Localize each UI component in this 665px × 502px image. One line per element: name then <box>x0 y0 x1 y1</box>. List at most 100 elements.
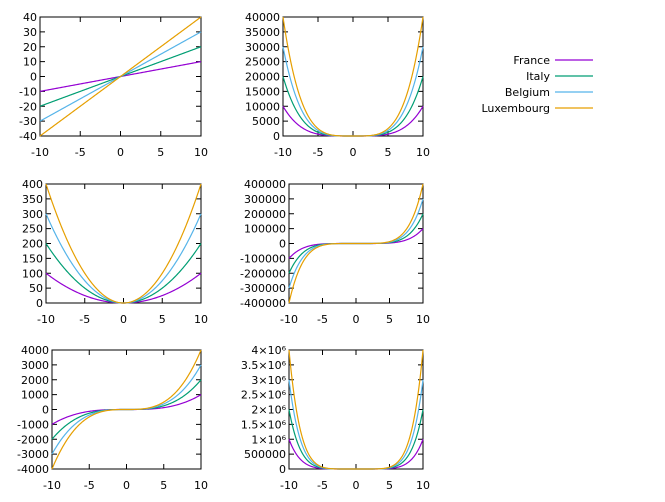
y-tick-label: 30 <box>23 26 37 39</box>
x-tick-label: -10 <box>280 479 298 492</box>
legend-label-belgium: Belgium <box>505 86 550 99</box>
x-tick-label: 5 <box>157 146 164 159</box>
x-tick-label: 5 <box>385 146 392 159</box>
y-tick-label: 150 <box>22 252 43 265</box>
legend-label-france: France <box>513 54 550 67</box>
y-tick-label: 3.5×10⁶ <box>241 359 287 372</box>
x-tick-label: -5 <box>313 146 324 159</box>
y-tick-label: 0 <box>279 238 286 251</box>
x-tick-label: 10 <box>416 479 430 492</box>
y-tick-label: 400 <box>22 178 43 191</box>
subplot-5: -4000-3000-2000-100001000200030004000-10… <box>17 344 208 492</box>
y-tick-label: 10 <box>23 56 37 69</box>
y-tick-label: -10 <box>19 85 37 98</box>
y-tick-label: 1.5×10⁶ <box>241 418 287 431</box>
y-tick-label: 0 <box>36 297 43 310</box>
legend: France Italy Belgium Luxembourg <box>481 54 593 115</box>
series-line-luxembourg <box>39 16 202 137</box>
y-tick-label: 4000 <box>21 344 49 357</box>
y-tick-label: -200000 <box>240 267 286 280</box>
y-tick-label: 30000 <box>245 41 280 54</box>
x-tick-label: 0 <box>350 146 357 159</box>
y-tick-label: 1×10⁶ <box>251 433 286 446</box>
x-tick-label: 0 <box>353 313 360 326</box>
x-tick-label: 10 <box>416 313 430 326</box>
y-tick-label: 20 <box>23 41 37 54</box>
x-tick-label: -10 <box>37 313 55 326</box>
x-tick-label: -10 <box>31 146 49 159</box>
y-tick-label: 5000 <box>252 115 280 128</box>
x-tick-label: 0 <box>120 313 127 326</box>
y-tick-label: 300000 <box>244 193 286 206</box>
y-tick-label: 4×10⁶ <box>251 344 286 357</box>
x-tick-label: 0 <box>353 479 360 492</box>
x-tick-label: -10 <box>43 479 61 492</box>
y-tick-label: 1000 <box>21 389 49 402</box>
y-tick-label: -20 <box>19 100 37 113</box>
plot-frame <box>288 349 424 470</box>
y-tick-label: 300 <box>22 208 43 221</box>
y-tick-label: -300000 <box>240 282 286 295</box>
y-tick-label: 10000 <box>245 100 280 113</box>
y-tick-label: 100 <box>22 267 43 280</box>
x-tick-label: 5 <box>386 313 393 326</box>
x-tick-label: 10 <box>416 146 430 159</box>
x-tick-label: -10 <box>274 146 292 159</box>
legend-label-italy: Italy <box>526 70 550 83</box>
legend-label-luxembourg: Luxembourg <box>481 102 550 115</box>
y-tick-label: 0 <box>279 463 286 476</box>
y-tick-label: 2.5×10⁶ <box>241 389 287 402</box>
y-tick-label: 500000 <box>244 448 286 461</box>
y-tick-label: -40 <box>19 130 37 143</box>
y-tick-label: -4000 <box>17 463 49 476</box>
y-tick-label: 3×10⁶ <box>251 374 286 387</box>
y-tick-label: 200 <box>22 238 43 251</box>
x-tick-label: 0 <box>123 479 130 492</box>
x-tick-label: 5 <box>159 313 166 326</box>
x-tick-label: 0 <box>117 146 124 159</box>
y-tick-label: -1000 <box>17 418 49 431</box>
series-line-luxembourg <box>288 349 424 470</box>
y-tick-label: 40 <box>23 11 37 24</box>
y-tick-label: 50 <box>29 282 43 295</box>
y-tick-label: 400000 <box>244 178 286 191</box>
y-tick-label: -2000 <box>17 433 49 446</box>
series-line-luxembourg <box>288 183 424 304</box>
y-tick-label: 0 <box>42 404 49 417</box>
y-tick-label: 0 <box>273 130 280 143</box>
x-tick-label: 5 <box>386 479 393 492</box>
x-tick-label: -5 <box>79 313 90 326</box>
y-tick-label: 250 <box>22 223 43 236</box>
x-tick-label: -5 <box>317 479 328 492</box>
y-tick-label: 15000 <box>245 85 280 98</box>
y-tick-label: 350 <box>22 193 43 206</box>
series-line-italy <box>45 243 202 304</box>
subplot-4: -400000-300000-200000-100000010000020000… <box>240 178 430 326</box>
y-tick-label: 0 <box>30 71 37 84</box>
x-tick-label: 10 <box>194 479 208 492</box>
y-tick-label: 2000 <box>21 374 49 387</box>
x-tick-label: -5 <box>84 479 95 492</box>
series-line-luxembourg <box>45 183 202 304</box>
y-tick-label: 100000 <box>244 223 286 236</box>
y-tick-label: 20000 <box>245 71 280 84</box>
series-line-luxembourg <box>282 16 424 137</box>
y-tick-label: 35000 <box>245 26 280 39</box>
y-tick-label: 40000 <box>245 11 280 24</box>
y-tick-label: -30 <box>19 115 37 128</box>
x-tick-label: -5 <box>317 313 328 326</box>
series-line-luxembourg <box>51 349 202 470</box>
y-tick-label: -3000 <box>17 448 49 461</box>
y-tick-label: 25000 <box>245 56 280 69</box>
y-tick-label: -100000 <box>240 252 286 265</box>
x-tick-label: -5 <box>75 146 86 159</box>
y-tick-label: 200000 <box>244 208 286 221</box>
y-tick-label: -400000 <box>240 297 286 310</box>
series-line-belgium <box>45 213 202 304</box>
